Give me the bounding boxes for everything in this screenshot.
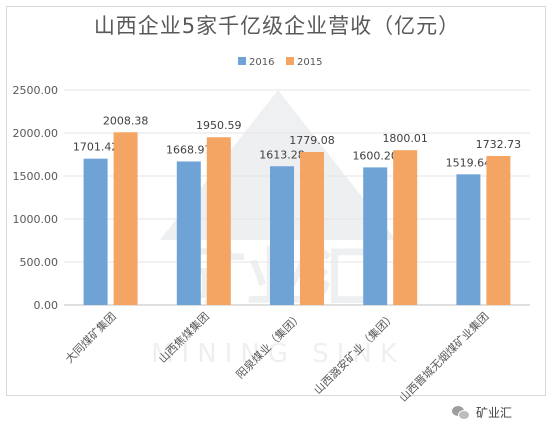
- bar-2016: [363, 167, 388, 305]
- svg-text:MINING SINK: MINING SINK: [151, 339, 405, 369]
- bar-value-label: 2008.38: [103, 114, 149, 127]
- bar-2015: [486, 155, 511, 305]
- chart-frame: [6, 6, 546, 396]
- y-axis: 0.00 500.00 1000.00 1500.00 2000.00 2500.00: [13, 84, 59, 312]
- y-tick-label: 0.00: [34, 299, 59, 312]
- bar-value-label: 1779.08: [289, 134, 335, 147]
- y-tick-label: 2500.00: [13, 84, 59, 97]
- bar-value-label: 1668.97: [166, 143, 212, 156]
- footer-account-name: 矿业汇: [475, 406, 512, 420]
- bar-value-label: 1800.01: [382, 132, 428, 145]
- bar-value-label: 1519.64: [446, 156, 492, 169]
- bar-2016: [456, 174, 481, 305]
- bar-value-label: 1613.28: [259, 148, 305, 161]
- bar-2016: [83, 158, 108, 305]
- bar-value-label: 1600.20: [352, 149, 398, 162]
- y-tick-label: 1000.00: [13, 213, 59, 226]
- chart-title: 山西企业5家千亿级企业营收（亿元）: [93, 14, 461, 38]
- y-tick-label: 1500.00: [13, 170, 59, 183]
- bar-value-label: 1701.42: [73, 141, 119, 154]
- bars: 1701.42 2008.38 1668.97 1950.59 1613.281779.…: [73, 114, 521, 305]
- x-tick-label: 大同煤矿集团: [62, 309, 119, 366]
- footer-account: 矿业汇: [451, 404, 512, 421]
- legend-swatch: [286, 57, 294, 65]
- bar-2015: [300, 151, 324, 305]
- bar-value-label: 1950.59: [196, 119, 242, 132]
- wechat-icon: [451, 405, 470, 420]
- y-tick-label: 500.00: [20, 256, 59, 269]
- bar-2015: [393, 150, 418, 305]
- legend: 2016 2015: [238, 57, 322, 68]
- bar-2016: [176, 161, 201, 305]
- bar-2015: [113, 132, 138, 305]
- legend-label: 2015: [297, 57, 322, 68]
- legend-swatch: [238, 57, 246, 65]
- bar-2016: [270, 166, 294, 305]
- y-tick-label: 2000.00: [13, 127, 59, 140]
- bar-value-label: 1732.73: [476, 138, 522, 151]
- legend-label: 2016: [249, 57, 274, 68]
- bar-2015: [206, 137, 231, 305]
- grid: [64, 89, 530, 306]
- x-tick-label: 山西晋城无烟煤矿业集团: [396, 309, 491, 404]
